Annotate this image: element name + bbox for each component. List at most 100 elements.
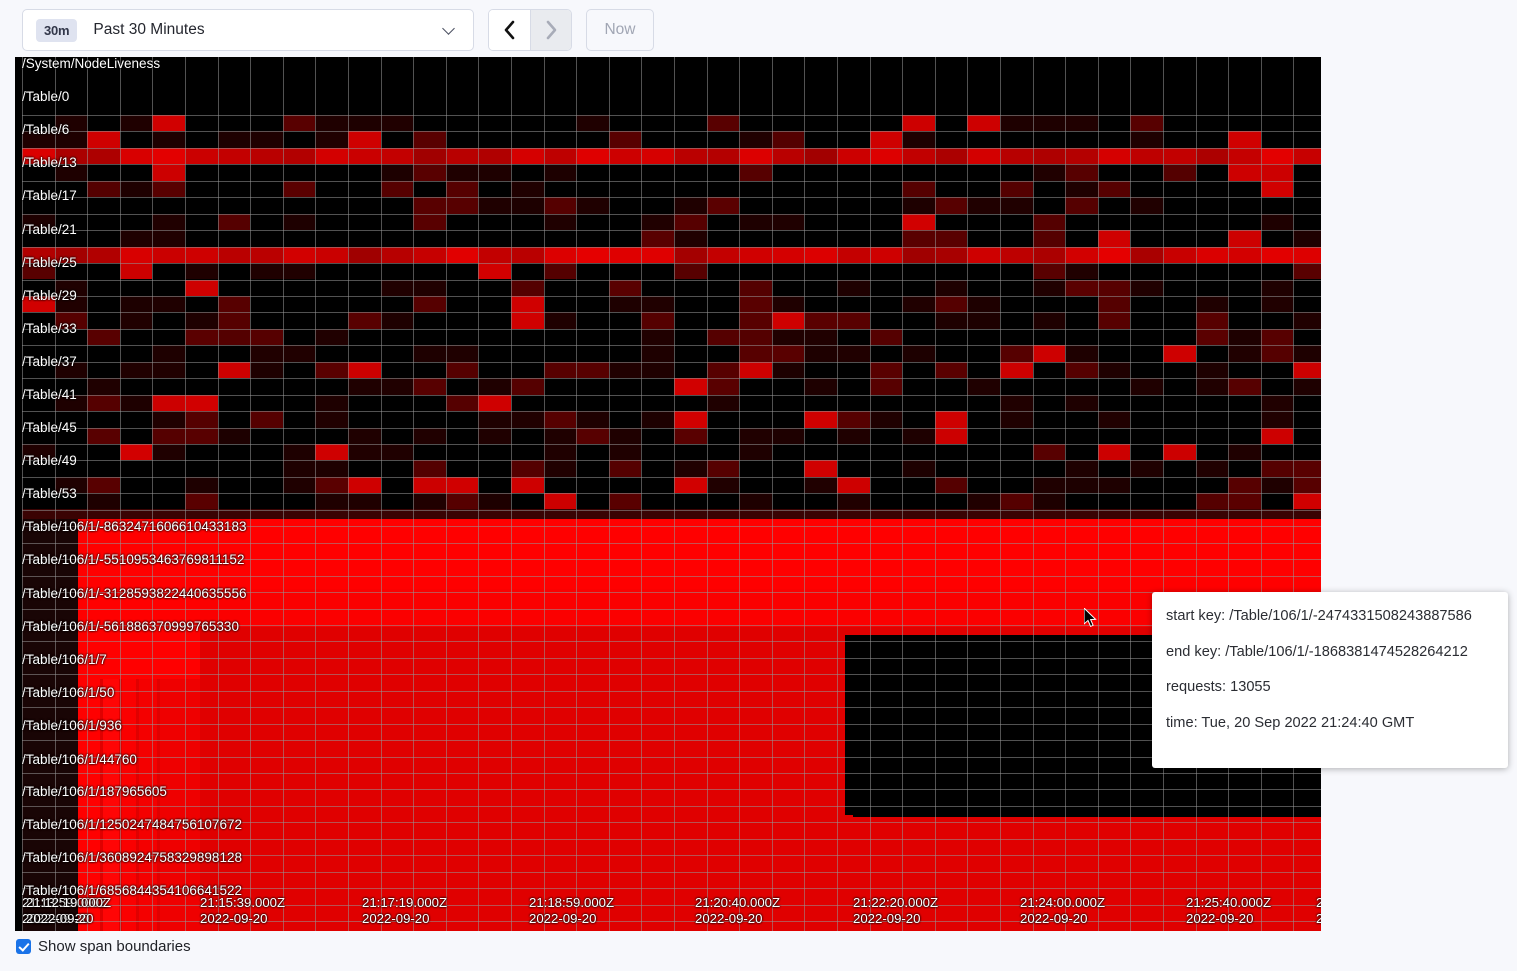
heatmap-cell: [837, 147, 870, 165]
heatmap-cell: [1195, 328, 1229, 346]
heatmap-cell: [282, 460, 316, 477]
heatmap-cell: [1000, 115, 1033, 132]
heatmap-cell: [1000, 361, 1033, 379]
heatmap-cell: [967, 115, 1000, 132]
heatmap-cell: [1260, 345, 1294, 362]
heatmap-plot[interactable]: [15, 57, 1321, 931]
heatmap-cell: [1065, 279, 1098, 296]
span-boundaries-control[interactable]: Show span boundaries: [16, 938, 191, 955]
heatmap-cell: [413, 345, 446, 362]
heatmap-cell: [413, 493, 446, 510]
now-button[interactable]: Now: [586, 9, 654, 51]
heatmap-cell: [380, 444, 414, 461]
heatmap-cell: [152, 246, 185, 264]
heatmap-cell: [152, 230, 185, 247]
heatmap-cell: [1032, 263, 1066, 280]
heatmap-cell: [1195, 361, 1229, 379]
heatmap-cell: [185, 411, 218, 428]
heatmap-cell: [674, 147, 707, 165]
heatmap-cell: [380, 164, 414, 181]
heatmap-cell: [315, 361, 348, 379]
heatmap-cell: [1000, 246, 1033, 264]
heatmap-cell: [315, 394, 348, 412]
heatmap-cell: [739, 444, 772, 461]
time-range-toolbar: 30m Past 30 Minutes Now: [0, 0, 1517, 60]
heatmap-cell: [152, 411, 185, 428]
heatmap-cell: [1130, 147, 1163, 165]
show-span-boundaries-checkbox[interactable]: [16, 939, 31, 954]
heatmap-cell: [902, 246, 935, 264]
heatmap-cell: [1293, 246, 1321, 264]
heatmap-cell: [1228, 345, 1261, 362]
heatmap-cold-columns: [22, 519, 78, 931]
heatmap-cell: [1097, 411, 1131, 428]
heatmap-cell: [413, 131, 446, 148]
heatmap-cell: [1195, 295, 1229, 313]
heatmap-cell: [348, 131, 381, 148]
heatmap-cell: [902, 115, 935, 132]
heatmap-cell: [739, 213, 772, 231]
heatmap-cell: [1260, 411, 1294, 428]
heatmap-cell: [87, 493, 120, 510]
heatmap-cell: [902, 427, 935, 444]
heatmap-cell: [641, 361, 674, 379]
time-range-select[interactable]: 30m Past 30 Minutes: [22, 9, 474, 51]
heatmap-cell: [1228, 147, 1261, 165]
heatmap-cell: [315, 131, 348, 148]
heatmap-cell: [706, 476, 740, 494]
heatmap-cell: [282, 246, 316, 264]
heatmap-cell: [1065, 246, 1098, 264]
heatmap-cell: [119, 230, 153, 247]
heatmap-cell: [1130, 279, 1163, 296]
heatmap-cell: [217, 328, 251, 346]
heatmap-cell: [739, 131, 772, 148]
heatmap-cell: [1032, 213, 1066, 231]
heatmap-cell: [739, 312, 772, 329]
heatmap-cell: [445, 345, 479, 362]
heatmap-cell: [413, 427, 446, 444]
heatmap-cell: [771, 147, 805, 165]
heatmap-cell: [576, 427, 609, 444]
heatmap-cell: [576, 411, 609, 428]
heatmap-cell: [967, 312, 1000, 329]
heatmap-cell: [1097, 295, 1131, 313]
heatmap-cell: [282, 213, 316, 231]
heatmap-cell: [967, 378, 1000, 395]
heatmap-cell: [543, 312, 577, 329]
heatmap-cell: [934, 312, 968, 329]
show-span-boundaries-label: Show span boundaries: [38, 938, 191, 955]
heatmap-cell: [1195, 378, 1229, 395]
next-range-button[interactable]: [530, 10, 571, 50]
heatmap-cell: [445, 180, 479, 198]
heatmap-cell: [413, 164, 446, 181]
heatmap-cell: [641, 328, 674, 346]
heatmap-cell: [934, 427, 968, 444]
heatmap-cell: [250, 345, 283, 362]
heatmap-cell: [1293, 378, 1321, 395]
heatmap-cell: [380, 147, 414, 165]
heatmap-cell: [511, 180, 544, 198]
heatmap-cell: [413, 213, 446, 231]
heatmap-cell: [413, 476, 446, 494]
heatmap-cell: [1032, 147, 1066, 165]
heatmap-cell: [608, 131, 642, 148]
heatmap-cell: [706, 460, 740, 477]
heatmap-cell: [380, 180, 414, 198]
heatmap-cell: [967, 246, 1000, 264]
heatmap-cell: [1097, 230, 1131, 247]
heatmap-cell: [1130, 197, 1163, 214]
heatmap-cell: [1228, 328, 1261, 346]
gridline: [15, 197, 1321, 199]
key-visualizer-heatmap[interactable]: /System/NodeLiveness/Table/0/Table/6/Tab…: [15, 57, 1321, 931]
prev-range-button[interactable]: [489, 10, 530, 50]
heatmap-cell: [445, 147, 479, 165]
heatmap-cell: [1065, 263, 1098, 280]
heatmap-cell: [1065, 164, 1098, 181]
heatmap-cell: [608, 493, 642, 510]
heatmap-cell: [315, 246, 348, 264]
heatmap-cell: [608, 427, 642, 444]
heatmap-cell: [250, 263, 283, 280]
heatmap-cell: [1065, 361, 1098, 379]
heatmap-cell: [250, 246, 283, 264]
heatmap-cell: [934, 246, 968, 264]
